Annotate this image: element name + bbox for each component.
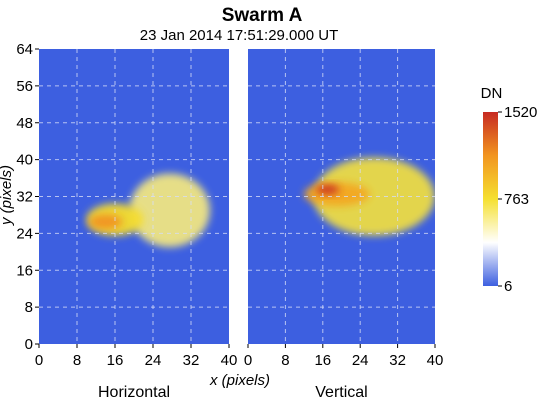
chart-subtitle: 23 Jan 2014 17:51:29.000 UT — [140, 27, 339, 44]
x-tick-label: 16 — [107, 352, 124, 369]
x-tick-label: 24 — [352, 352, 369, 369]
y-tick-label: 56 — [16, 78, 33, 95]
colorbar-tick-label: 1520 — [504, 104, 537, 121]
x-axis-label: x (pixels) — [209, 372, 270, 389]
panel-label: Vertical — [315, 384, 367, 401]
panel-vertical — [248, 49, 435, 344]
y-tick-label: 40 — [16, 152, 33, 169]
chart-title: Swarm A — [222, 5, 303, 26]
emission-feature — [88, 214, 123, 230]
x-tick-label: 16 — [314, 352, 331, 369]
y-tick-label: 0 — [25, 336, 33, 353]
y-tick-label: 48 — [16, 115, 33, 132]
y-tick-label: 16 — [16, 262, 33, 279]
y-tick-label: 24 — [16, 225, 33, 242]
x-tick-label: 40 — [427, 352, 444, 369]
panel-horizontal — [39, 49, 229, 344]
panel-label: Horizontal — [98, 384, 170, 401]
y-tick-label: 8 — [25, 299, 33, 316]
x-tick-label: 8 — [281, 352, 289, 369]
y-tick-label: 64 — [16, 41, 33, 58]
colorbar-label: DN — [481, 85, 503, 102]
x-tick-label: 24 — [145, 352, 162, 369]
y-tick-label: 32 — [16, 189, 33, 206]
y-axis-label: y (pixels) — [0, 165, 15, 226]
x-tick-label: 0 — [244, 352, 252, 369]
x-tick-label: 0 — [35, 352, 43, 369]
x-tick-label: 8 — [73, 352, 81, 369]
x-tick-label: 40 — [221, 352, 238, 369]
x-tick-label: 32 — [389, 352, 406, 369]
x-tick-label: 32 — [183, 352, 200, 369]
emission-feature — [315, 184, 340, 195]
colorbar-gradient — [483, 112, 498, 286]
colorbar-tick-label: 6 — [504, 278, 512, 295]
emission-feature — [129, 173, 210, 248]
colorbar-tick-label: 763 — [504, 191, 529, 208]
emission-feature — [313, 157, 435, 236]
